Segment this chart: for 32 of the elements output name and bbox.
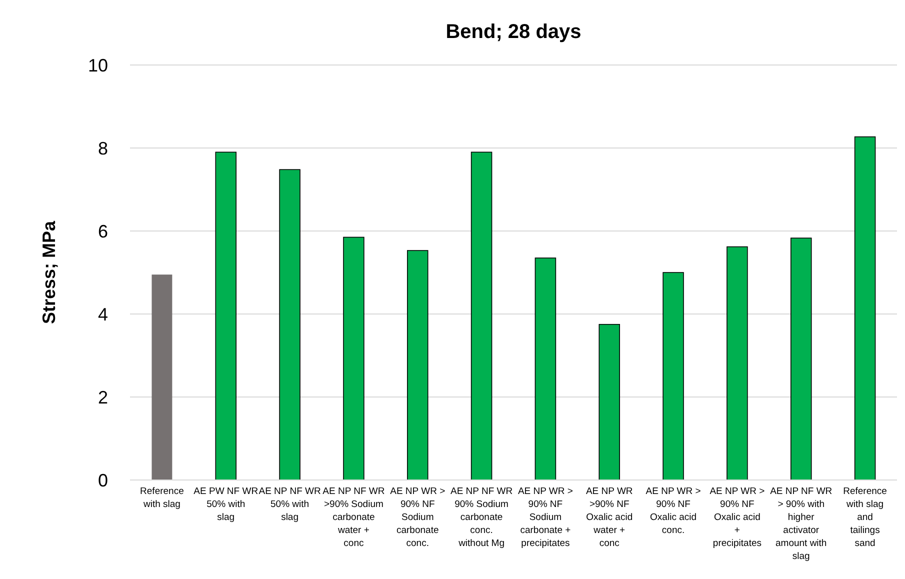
x-tick-label: AE NP NF WR 90% Sodium carbonate conc. without Mg (450, 486, 513, 549)
bar (790, 238, 812, 480)
bar (598, 324, 620, 480)
chart-title: Bend; 28 days (446, 21, 582, 43)
bar (343, 236, 364, 480)
bar (726, 246, 748, 480)
x-tick-label: AE NP WR > 90% NF Oxalic acid conc. (646, 486, 702, 536)
bar (407, 250, 428, 480)
x-tick-label: AE NP NF WR > 90% with higher activator amount with slag (770, 486, 832, 562)
bar (534, 258, 556, 480)
bar (279, 169, 300, 480)
x-tick-label: AE NP WR > 90% NF Sodium carbonate + precipitates (518, 486, 574, 549)
bar (470, 152, 492, 480)
y-tick-label: 4 (98, 304, 108, 324)
x-tick-label: Reference with slag (140, 486, 184, 510)
x-tick-label: AE NP WR >90% NF Oxalic acid water + conc (586, 486, 633, 549)
y-tick-label: 10 (88, 55, 108, 76)
y-tick-label: 8 (98, 138, 108, 158)
y-tick-label: 6 (98, 221, 108, 242)
x-tick-label: AE NP WR > 90% NF Sodium carbonate conc. (390, 486, 446, 549)
x-tick-label: Reference with slag and tailings sand (843, 486, 887, 549)
bar (662, 272, 684, 480)
x-tick-label: AE PW NF WR 50% with slag (194, 486, 258, 523)
bar (854, 136, 876, 480)
x-tick-label: AE NP WR > 90% NF Oxalic acid + precipitates (710, 486, 766, 549)
x-tick-label: AE NP NF WR >90% Sodium carbonate water + conc (322, 486, 385, 549)
bar (215, 152, 236, 480)
bar (152, 274, 172, 480)
y-tick-label: 2 (98, 387, 108, 408)
y-tick-label: 0 (98, 470, 108, 490)
x-tick-label: AE NP NF WR 50% with slag (258, 486, 321, 523)
y-axis-title: Stress; MPa (39, 220, 59, 324)
